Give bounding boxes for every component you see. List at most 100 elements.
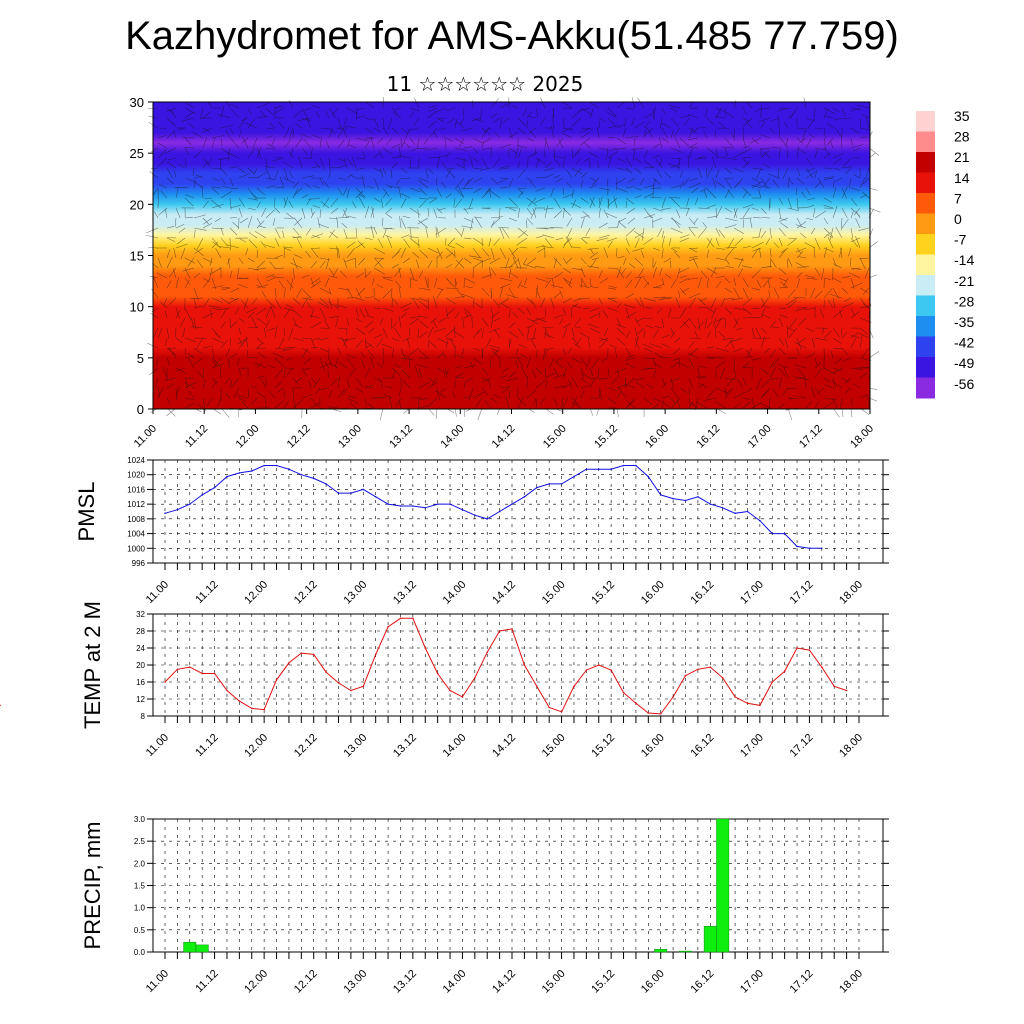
wind-barb [697,155,706,159]
wind-barb [688,255,698,259]
series-point [573,685,575,688]
wind-barb [687,352,699,359]
wind-barb [282,347,294,352]
wind-barb [580,385,591,389]
wind-barb [395,280,402,289]
wind-barb [706,188,717,199]
wind-barb [670,107,678,112]
wind-barb [329,231,339,239]
wind-barb [337,177,347,180]
wind-barb [850,237,859,248]
wind-barb [562,267,571,274]
wind-barb [724,167,732,174]
wind-barb [169,267,177,278]
wind-barb [343,125,357,129]
wind-barb [202,312,215,319]
wind-barb [150,312,159,319]
wind-barb [771,326,780,329]
wind-barb [841,302,854,309]
wind-barb [661,137,669,143]
wind-barb [187,390,195,399]
wind-barb [444,367,447,376]
wind-barb [292,397,297,410]
wind-barb [274,381,283,389]
wind-barb [604,327,609,336]
wind-barb [733,367,737,379]
wind-barb [608,285,618,289]
wind-barb [265,209,275,219]
wind-barb [481,141,485,149]
wind-barb [202,111,211,119]
wind-barb [722,337,735,340]
wind-barb [193,214,206,219]
wind-barb [485,337,492,349]
wind-barb [796,377,809,380]
wind-barb [184,279,190,289]
wind-barb [700,297,708,302]
wind-barb [475,397,483,407]
wind-barb [535,265,546,269]
wind-barb [823,217,829,225]
wind-barb [299,133,312,139]
wind-barb [778,237,783,247]
wind-barb [266,298,276,309]
wind-barb [166,280,172,289]
wind-barb [795,187,798,196]
wind-barb [779,137,789,149]
wind-barb [741,265,753,269]
wind-barb [652,107,655,120]
series-point [176,668,179,671]
wind-barb [175,224,185,229]
wind-barb [841,275,851,279]
wind-barb [230,187,240,189]
wind-barb [382,117,385,130]
wind-barb [292,377,300,385]
wind-barb [423,137,429,145]
wind-barb [671,217,681,229]
wind-barb [643,213,656,219]
wind-barb [660,117,663,129]
wind-barb [310,346,319,349]
wind-barb [445,263,453,269]
wind-barb [763,177,771,187]
wind-barb [848,247,852,257]
wind-barb [607,367,610,378]
wind-barb [661,235,665,249]
wind-barb [528,127,537,134]
wind-barb [856,104,870,109]
wind-barb [391,370,396,379]
wind-barb [528,129,537,139]
wind-barb [382,217,384,227]
wind-barb [745,120,753,129]
wind-barb [436,207,443,214]
wind-barb [656,307,663,314]
wind-barb [475,217,483,229]
colorbar-label: 35 [954,108,970,124]
wind-barb [419,315,429,319]
wind-barb [274,237,280,247]
wind-barb [149,367,159,376]
wind-barb [706,277,709,289]
wind-barb [202,277,211,283]
colorbar-label: 28 [954,129,970,145]
wind-barb [724,137,734,148]
wind-barb [677,361,690,369]
wind-barb [343,337,348,347]
wind-barb [202,223,213,229]
wind-barb [634,237,640,249]
wind-barb [526,297,534,304]
series-point [461,696,464,698]
wind-barb [508,268,512,279]
wind-barb [566,169,573,179]
wind-barb [605,111,618,119]
wind-barb [826,233,834,239]
wind-barb [853,147,861,152]
wind-barb [290,262,303,269]
wind-barb [319,357,325,371]
wind-barb [435,227,447,235]
wind-barb [634,337,640,350]
wind-barb [328,107,336,118]
wind-barb [597,161,600,169]
wind-barb [760,380,770,389]
wind-barb [598,222,608,229]
